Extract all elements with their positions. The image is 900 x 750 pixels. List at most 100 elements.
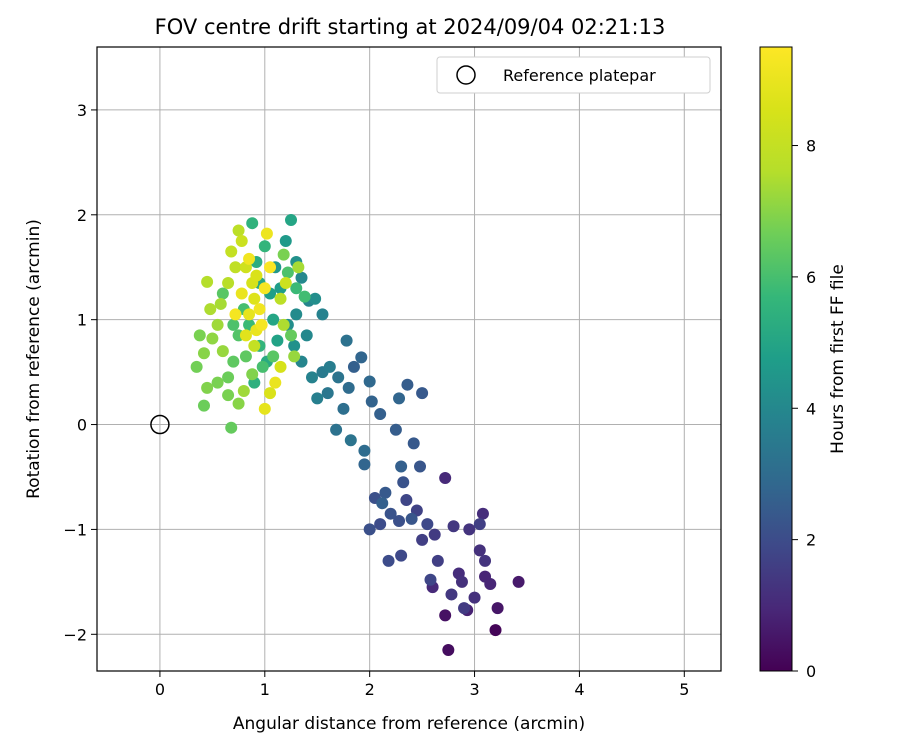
data-point [405,512,418,525]
data-point [239,329,252,342]
data-point [363,375,376,388]
x-ticks: 0 1 2 3 4 5 [155,671,689,699]
data-point [258,402,271,415]
data-point [489,624,502,637]
reference-marker-group [150,414,170,435]
data-point [288,339,301,352]
data-point [248,292,261,305]
data-point [374,518,387,531]
data-point [330,423,343,436]
y-tick-label: 2 [77,206,87,225]
data-point [255,318,268,331]
grid [97,47,721,671]
data-point [445,588,458,601]
data-point [227,355,240,368]
x-tick-label: 1 [260,680,270,699]
data-point [295,271,308,284]
legend: Reference platepar [436,56,711,94]
data-point [491,602,504,615]
data-point [264,261,277,274]
colorbar-gradient [759,46,793,672]
data-point [421,518,434,531]
data-point [395,549,408,562]
x-axis-label: Angular distance from reference (arcmin) [233,714,585,734]
data-point [479,554,492,567]
data-point [337,402,350,415]
data-point [358,444,371,457]
data-point [204,303,217,316]
data-point [416,387,429,400]
data-point [447,520,460,533]
data-point [206,332,219,345]
data-point [300,329,313,342]
data-point [455,575,468,588]
data-point [260,227,273,240]
data-point [256,360,269,373]
y-tick-label: 1 [77,311,87,330]
data-point [232,397,245,410]
data-point [342,381,355,394]
data-point [309,292,322,305]
x-tick-label: 2 [365,680,375,699]
data-point [227,318,240,331]
data-point [258,240,271,253]
data-point [222,371,235,384]
data-point [211,318,224,331]
colorbar-tick-label: 6 [806,268,816,287]
data-point [376,497,389,510]
data-point [340,334,353,347]
data-point [197,399,210,412]
data-point [298,290,311,303]
data-point [235,287,248,300]
data-point [201,381,214,394]
data-point [374,408,387,421]
colorbar-label: Hours from first FF file [828,264,848,454]
data-point [379,486,392,499]
data-point [253,303,266,316]
data-point [311,392,324,405]
data-point [267,350,280,363]
legend-box [436,56,711,94]
data-point [292,261,305,274]
data-point [305,371,318,384]
y-tick-label: 3 [77,101,87,120]
data-point [214,297,227,310]
colorbar-tick-label: 0 [806,662,816,681]
data-point [431,554,444,567]
data-point [271,334,284,347]
colorbar-tick-label: 8 [806,137,816,156]
data-point [397,476,410,489]
data-point [316,308,329,321]
data-point [277,248,290,261]
data-point [393,515,406,528]
data-point [439,472,452,485]
data-point [416,533,429,546]
data-point [290,282,303,295]
data-point [476,507,489,520]
data-point [216,345,229,358]
data-point [347,360,360,373]
data-point [243,308,256,321]
x-tick-label: 0 [155,680,165,699]
data-point [323,360,336,373]
data-point [237,384,250,397]
data-point [201,275,214,288]
data-point [232,224,245,237]
data-point [229,308,242,321]
data-point [269,376,282,389]
data-point [279,276,292,289]
colorbar-tick-label: 2 [806,531,816,550]
colorbar-tick-label: 4 [806,399,816,418]
data-point [225,245,238,258]
data-point [190,360,203,373]
data-point [229,261,242,274]
data-point [243,252,256,265]
data-point [264,387,277,400]
y-ticks: −2 −1 0 1 2 3 [63,101,97,644]
data-point [281,266,294,279]
data-point [288,350,301,363]
y-axis-label: Rotation from reference (arcmin) [24,219,44,499]
data-point [211,376,224,389]
data-point [274,360,287,373]
y-tick-label: 0 [77,416,87,435]
